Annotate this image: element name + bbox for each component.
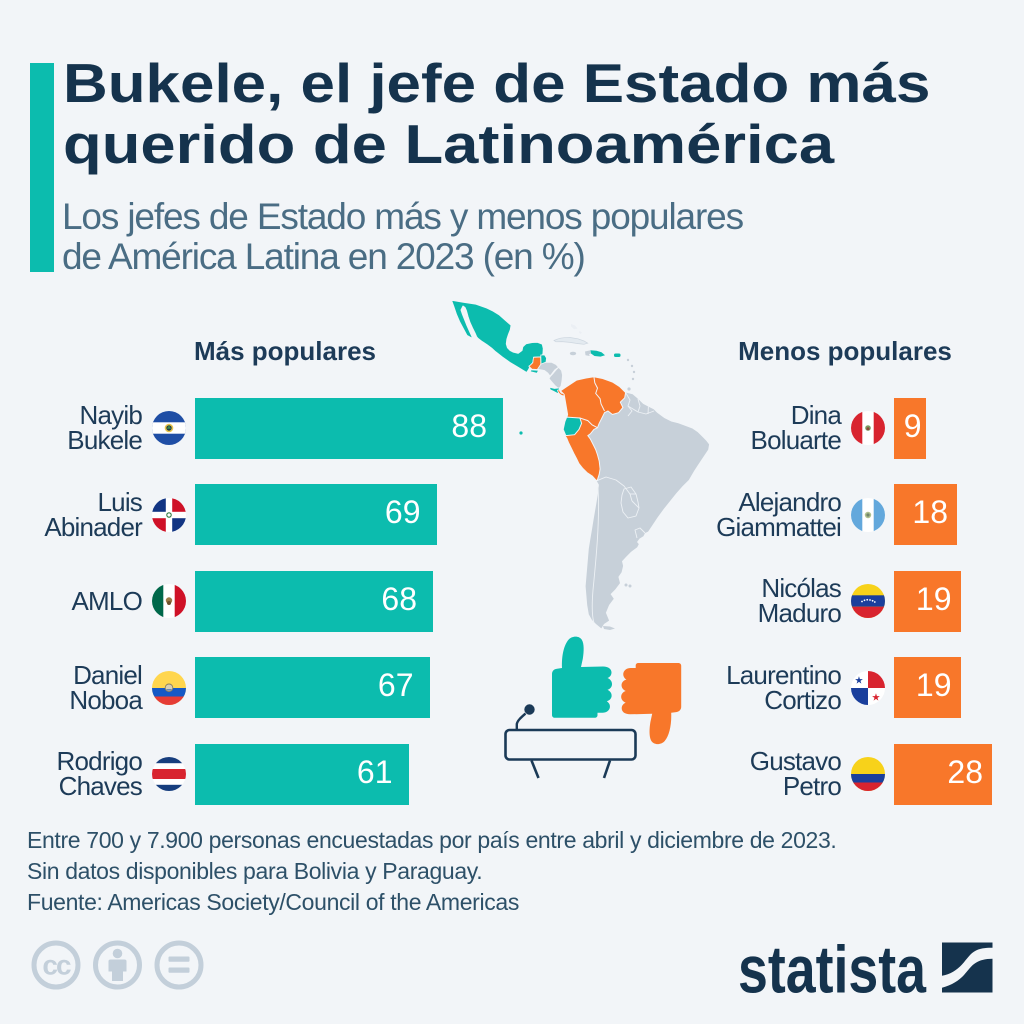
svg-text:statista: statista [738, 933, 927, 1008]
svg-text:cc: cc [42, 950, 71, 981]
